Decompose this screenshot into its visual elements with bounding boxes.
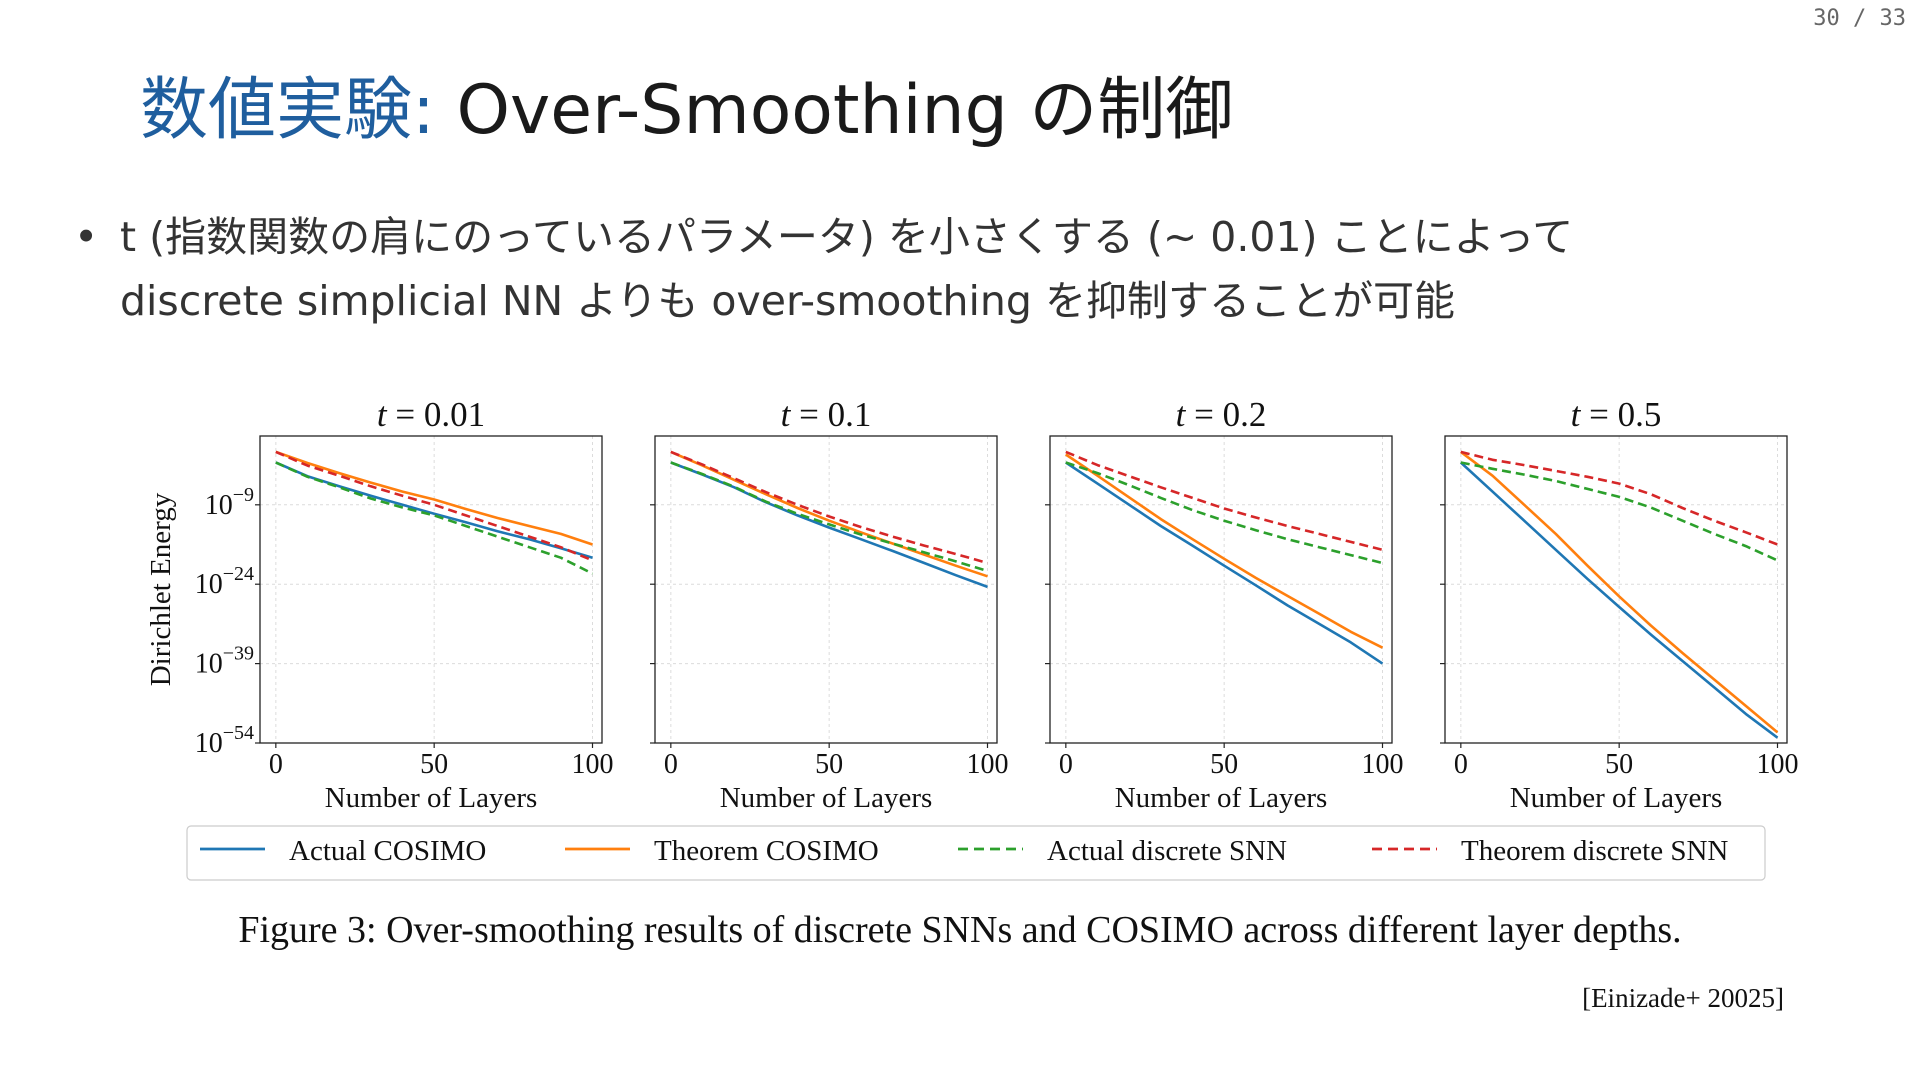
series-line-actual-discrete-snn <box>1065 461 1383 565</box>
panel-title-eq: = <box>790 395 827 434</box>
x-axis-label: Number of Layers <box>720 782 933 814</box>
y-tick-base: 10 <box>195 649 223 680</box>
panel-title-eq: = <box>1185 395 1222 434</box>
y-tick-base: 10 <box>195 728 223 759</box>
panel-title-eq: = <box>1580 395 1617 434</box>
y-tick-exponent: −24 <box>223 563 254 585</box>
x-axis-label: Number of Layers <box>1115 782 1328 814</box>
title-accent: 数値実験: <box>140 71 435 150</box>
legend-entry: Theorem discrete SNN <box>1461 835 1728 867</box>
series-line-actual-discrete-snn <box>1460 461 1779 562</box>
y-tick-exponent: −54 <box>223 722 254 744</box>
plot-area <box>655 436 997 743</box>
x-tick-label: 100 <box>967 749 1009 780</box>
x-tick-label: 100 <box>1757 749 1799 780</box>
slide-title: 数値実験: Over-Smoothing の制御 <box>140 54 1233 153</box>
axes-frame <box>654 435 998 744</box>
y-tick-label: 10−54 <box>195 722 254 759</box>
x-tick-label: 0 <box>1059 749 1073 780</box>
citation: [Einizade+ 20025] <box>1582 983 1784 1013</box>
panel-title-var: t <box>1571 395 1582 434</box>
bullet-line-2: discrete simplicial NN よりも over-smoothin… <box>120 277 1455 325</box>
x-tick-label: 50 <box>1210 749 1238 780</box>
series-line-theorem-cosimo <box>1065 453 1384 649</box>
x-tick-label: 0 <box>1454 749 1468 780</box>
bullet-line-1: t (指数関数の肩にのっているパラメータ) を小さくする (∼ 0.01) こと… <box>120 213 1574 261</box>
panel-title: t = 0.5 <box>1571 395 1662 434</box>
series-line-theorem-cosimo <box>275 450 593 546</box>
panel-title-var: t <box>377 395 388 434</box>
panel-title-value: 0.5 <box>1618 395 1662 434</box>
y-axis-label: Dirichlet Energy <box>145 492 177 686</box>
axes-frame <box>1444 435 1788 744</box>
y-tick-exponent: −39 <box>223 643 254 665</box>
x-tick-label: 100 <box>1362 749 1404 780</box>
plot-area <box>1050 436 1392 743</box>
legend-entry: Actual COSIMO <box>289 835 486 867</box>
x-tick-label: 0 <box>664 749 678 780</box>
panel-title-value: 0.2 <box>1223 395 1267 434</box>
x-tick-label: 50 <box>420 749 448 780</box>
series-line-theorem-discrete-snn <box>1460 450 1778 546</box>
panel-title-var: t <box>1176 395 1187 434</box>
y-tick-base: 10 <box>205 490 233 521</box>
bullet-marker: • <box>74 213 99 261</box>
y-tick-label: 10−9 <box>205 484 254 521</box>
chart-panel-2: 0 50 100 Number of Layers t = 0.1 <box>650 395 1009 814</box>
series-line-theorem-discrete-snn <box>670 450 988 565</box>
page-number: 30 / 33 <box>1813 6 1906 31</box>
y-tick-base: 10 <box>195 569 223 600</box>
panel-title-value: 0.1 <box>828 395 872 434</box>
x-axis-label: Number of Layers <box>1510 782 1723 814</box>
x-tick-label: 0 <box>269 749 283 780</box>
y-tick-label: 10−39 <box>195 643 254 680</box>
x-tick-label: 100 <box>572 749 614 780</box>
chart-panel-3: 0 50 100 Number of Layers t = 0.2 <box>1045 395 1404 814</box>
panel-title: t = 0.2 <box>1176 395 1267 434</box>
legend-entry: Theorem COSIMO <box>654 835 879 867</box>
series-line-actual-cosimo <box>1459 461 1779 739</box>
chart-panel-4: 0 50 100 Number of Layers t = 0.5 <box>1440 395 1799 814</box>
y-tick-exponent: −9 <box>233 484 254 506</box>
series-line-theorem-discrete-snn <box>275 450 593 562</box>
series-line-actual-discrete-snn <box>670 461 988 573</box>
series-line-theorem-discrete-snn <box>1065 450 1383 552</box>
panel-title-value: 0.01 <box>424 395 485 434</box>
legend-box <box>186 825 1766 881</box>
legend-entry: Actual discrete SNN <box>1047 835 1287 867</box>
x-tick-label: 50 <box>815 749 843 780</box>
x-tick-label: 50 <box>1605 749 1633 780</box>
panel-title-var: t <box>781 395 792 434</box>
bullet-point: • t (指数関数の肩にのっているパラメータ) を小さくする (∼ 0.01) … <box>74 205 1834 333</box>
legend: Actual COSIMO Theorem COSIMO Actual discre… <box>186 825 1766 881</box>
title-main: Over-Smoothing の制御 <box>434 71 1234 150</box>
panel-title-eq: = <box>387 395 424 434</box>
plot-area <box>260 436 602 743</box>
panel-title: t = 0.01 <box>377 395 485 434</box>
figure-caption: Figure 3: Over-smoothing results of disc… <box>238 909 1682 951</box>
x-axis-label: Number of Layers <box>325 782 538 814</box>
series-line-theorem-cosimo <box>1460 450 1779 734</box>
axes-frame <box>1049 435 1393 744</box>
panel-title: t = 0.1 <box>781 395 872 434</box>
series-line-actual-cosimo <box>1065 461 1384 665</box>
series-line-actual-discrete-snn <box>275 461 594 575</box>
axes-frame <box>259 435 603 744</box>
y-tick-label: 10−24 <box>195 563 254 600</box>
